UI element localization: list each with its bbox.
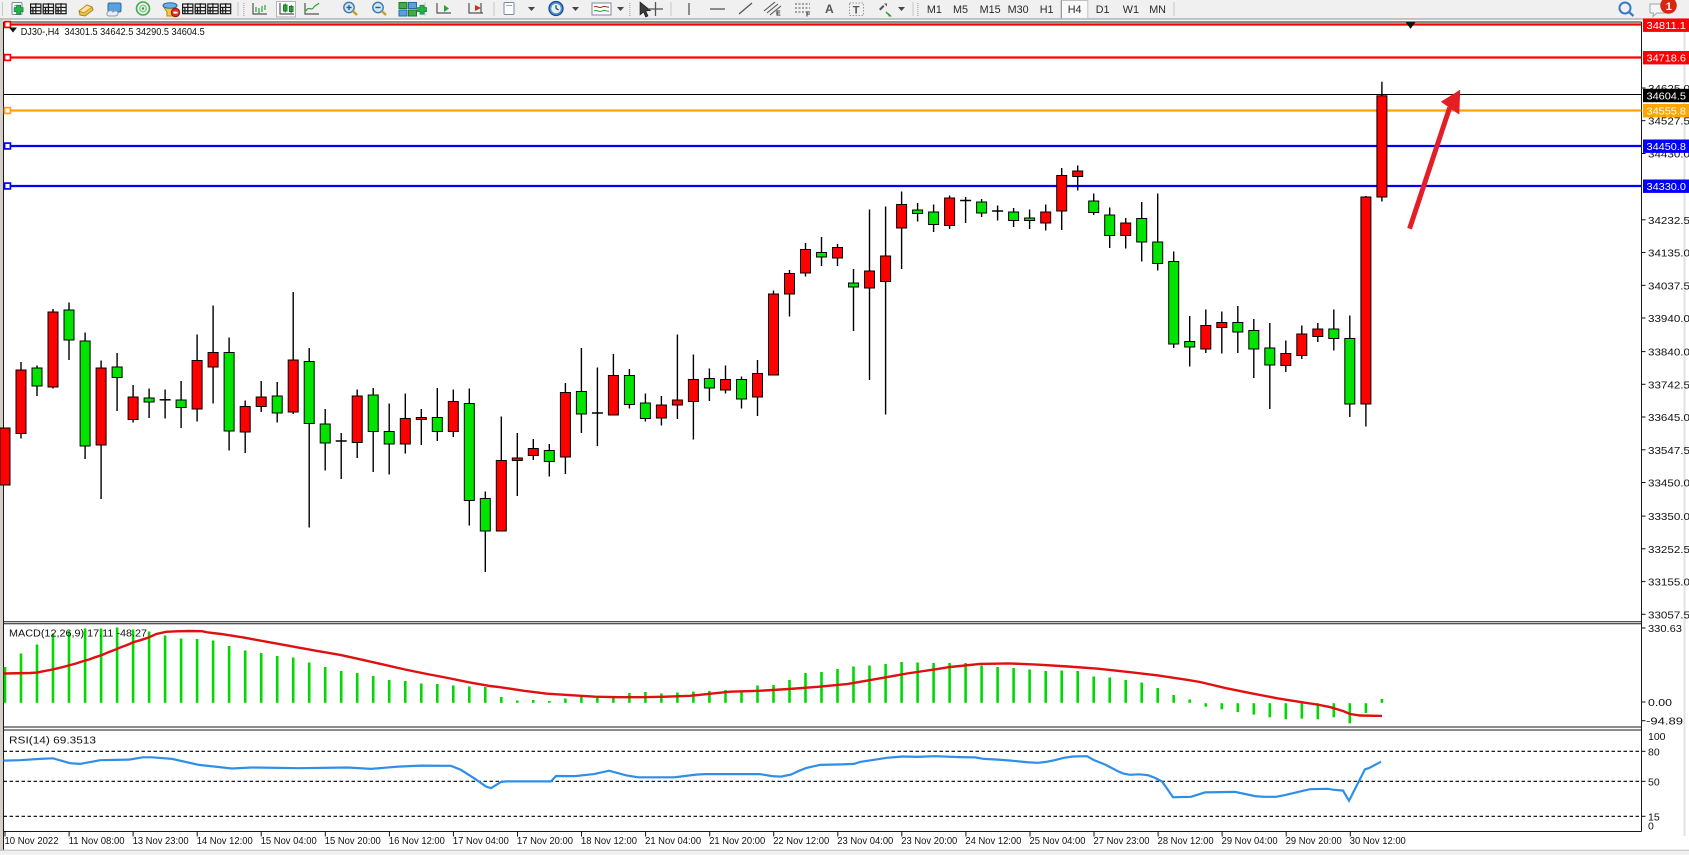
svg-text:100: 100: [1648, 731, 1666, 743]
svg-text:30 Nov 12:00: 30 Nov 12:00: [1350, 835, 1406, 847]
svg-text:22 Nov 12:00: 22 Nov 12:00: [773, 835, 829, 847]
svg-text:17 Nov 04:00: 17 Nov 04:00: [453, 835, 509, 847]
svg-text:0: 0: [1648, 821, 1654, 833]
svg-text:33155.0: 33155.0: [1648, 577, 1689, 589]
svg-text:D1: D1: [1096, 4, 1110, 16]
svg-text:27 Nov 23:00: 27 Nov 23:00: [1094, 835, 1150, 847]
svg-text:50: 50: [1648, 776, 1660, 788]
svg-text:M5: M5: [953, 4, 968, 16]
svg-text:DJ30-,H4 34301.5 34642.5 3429: DJ30-,H4 34301.5 34642.5 34290.5 34604.5: [21, 26, 205, 38]
svg-text:MN: MN: [1149, 4, 1166, 16]
svg-text:34555.8: 34555.8: [1647, 106, 1687, 118]
svg-text:21 Nov 04:00: 21 Nov 04:00: [645, 835, 701, 847]
svg-text:34232.5: 34232.5: [1648, 215, 1689, 227]
svg-text:15 Nov 20:00: 15 Nov 20:00: [325, 835, 381, 847]
svg-text:29 Nov 20:00: 29 Nov 20:00: [1286, 835, 1342, 847]
svg-text:34811.1: 34811.1: [1647, 20, 1687, 32]
svg-text:11 Nov 08:00: 11 Nov 08:00: [69, 835, 125, 847]
svg-text:33940.0: 33940.0: [1648, 313, 1689, 325]
svg-text:24 Nov 12:00: 24 Nov 12:00: [965, 835, 1021, 847]
svg-text:80: 80: [1648, 746, 1660, 758]
svg-text:A: A: [825, 2, 834, 16]
svg-text:H4: H4: [1068, 4, 1082, 16]
svg-text:M1: M1: [927, 4, 942, 16]
svg-text:33840.0: 33840.0: [1648, 347, 1689, 359]
svg-text:15: 15: [1648, 811, 1660, 823]
svg-text:M30: M30: [1008, 4, 1029, 16]
svg-text:29 Nov 04:00: 29 Nov 04:00: [1222, 835, 1278, 847]
svg-text:33742.5: 33742.5: [1648, 379, 1689, 391]
svg-text:21 Nov 20:00: 21 Nov 20:00: [709, 835, 765, 847]
svg-text:25 Nov 04:00: 25 Nov 04:00: [1030, 835, 1086, 847]
svg-text:MACD(12,26,9) 17.11 -48.27: MACD(12,26,9) 17.11 -48.27: [9, 628, 147, 640]
svg-text:W1: W1: [1123, 4, 1139, 16]
svg-text:1: 1: [1666, 1, 1672, 13]
svg-text:33547.5: 33547.5: [1648, 445, 1689, 457]
svg-text:15 Nov 04:00: 15 Nov 04:00: [261, 835, 317, 847]
svg-text:18 Nov 12:00: 18 Nov 12:00: [581, 835, 637, 847]
svg-text:-94.89: -94.89: [1646, 716, 1683, 728]
svg-text:33645.0: 33645.0: [1648, 412, 1689, 424]
svg-text:33450.0: 33450.0: [1648, 478, 1689, 490]
svg-text:34450.8: 34450.8: [1647, 141, 1687, 153]
svg-text:23 Nov 20:00: 23 Nov 20:00: [901, 835, 957, 847]
svg-text:28 Nov 12:00: 28 Nov 12:00: [1158, 835, 1214, 847]
svg-text:34718.6: 34718.6: [1647, 53, 1687, 65]
svg-text:F: F: [806, 12, 811, 19]
svg-text:10 Nov 2022: 10 Nov 2022: [5, 835, 59, 847]
svg-text:23 Nov 04:00: 23 Nov 04:00: [837, 835, 893, 847]
svg-text:RSI(14) 69.3513: RSI(14) 69.3513: [9, 735, 96, 747]
svg-text:16 Nov 12:00: 16 Nov 12:00: [389, 835, 445, 847]
svg-text:E: E: [776, 11, 781, 18]
svg-text:M15: M15: [980, 4, 1001, 16]
svg-text:33057.5: 33057.5: [1648, 609, 1689, 621]
svg-text:33350.0: 33350.0: [1648, 511, 1689, 523]
svg-text:13 Nov 23:00: 13 Nov 23:00: [133, 835, 189, 847]
svg-text:H1: H1: [1040, 4, 1054, 16]
svg-text:33252.5: 33252.5: [1648, 544, 1689, 556]
svg-text:17 Nov 20:00: 17 Nov 20:00: [517, 835, 573, 847]
svg-text:34527.5: 34527.5: [1648, 116, 1689, 128]
svg-text:330.63: 330.63: [1648, 623, 1682, 635]
svg-text:34604.5: 34604.5: [1647, 91, 1687, 103]
svg-text:14 Nov 12:00: 14 Nov 12:00: [197, 835, 253, 847]
svg-text:34037.5: 34037.5: [1648, 280, 1689, 292]
svg-text:34330.0: 34330.0: [1647, 181, 1687, 193]
svg-text:T: T: [853, 5, 860, 17]
svg-text:34135.0: 34135.0: [1648, 248, 1689, 260]
svg-text:0.00: 0.00: [1648, 697, 1672, 709]
